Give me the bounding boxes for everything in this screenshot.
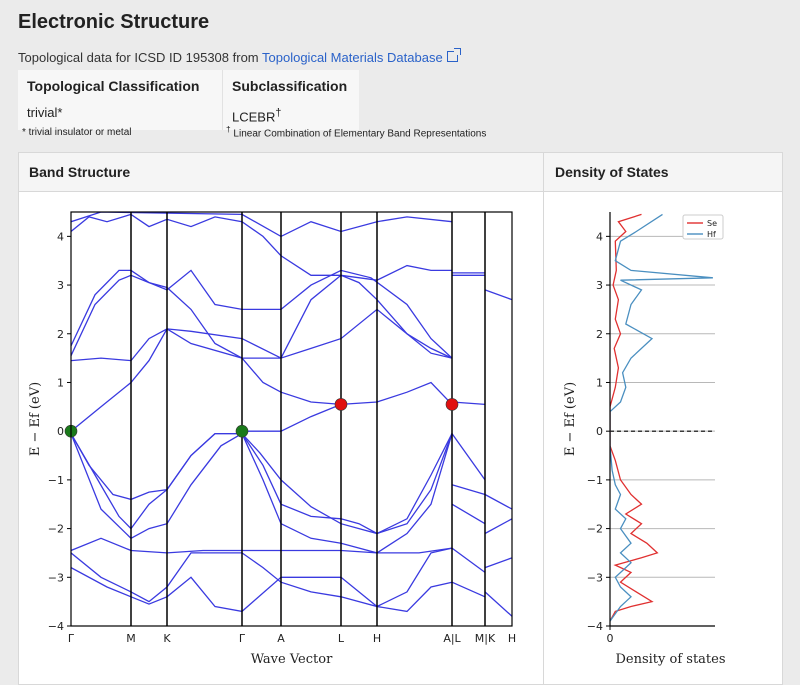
dos-y-tick-label-1: −3 (587, 571, 603, 584)
x-tick-label-9: H (508, 632, 516, 645)
section-title: Electronic Structure (18, 11, 210, 33)
band-line-2 (71, 432, 453, 554)
subtitle-prefix: Topological data for ICSD ID 195308 from (18, 50, 263, 65)
marker-2 (334, 398, 348, 411)
classification-header: Topological Classification (27, 78, 200, 94)
band-structure-heading: Band Structure (29, 164, 131, 180)
band-line-8 (71, 308, 453, 362)
y-tick-label-2: −2 (48, 523, 64, 536)
band-line-25 (484, 557, 512, 569)
band-line-0 (71, 432, 453, 535)
dos-y-tick-label-3: −1 (587, 474, 603, 487)
dos-y-tick-label-2: −2 (587, 523, 603, 536)
x-tick-label-5: L (338, 632, 345, 645)
band-line-12 (71, 212, 453, 238)
y-tick-label-0: −4 (48, 620, 64, 633)
classification-table: Topological Classification Subclassifica… (18, 70, 359, 130)
band-line-3 (71, 537, 453, 554)
band-line-21 (484, 289, 512, 301)
band-line-17 (451, 484, 486, 496)
x-tick-label-1: M (126, 632, 136, 645)
band-line-6 (71, 274, 453, 359)
band-line-20 (451, 581, 486, 598)
subclassification-value: LCEBR† (222, 102, 359, 130)
band-line-9 (71, 327, 453, 432)
panel-header: Band Structure Density of States (19, 153, 782, 192)
band-lines-group (71, 212, 512, 617)
dos-x-tick-label-0: 0 (607, 632, 614, 645)
band-ylabel: E − Ef (eV) (28, 382, 43, 456)
external-link-icon[interactable] (446, 48, 461, 62)
band-line-18 (451, 503, 486, 525)
y-tick-label-5: 1 (57, 376, 64, 389)
x-tick-label-2: K (163, 632, 171, 645)
y-tick-label-3: −1 (48, 474, 64, 487)
dos-ylabel: E − Ef (eV) (563, 382, 578, 456)
electronic-structure-panel: Band Structure Density of States Γ M K Γ A L H… (18, 152, 783, 685)
footnote-lcebr: † Linear Combination of Elementary Band … (226, 124, 487, 140)
dos-y-tick-label-0: −4 (587, 620, 603, 633)
dos-series-hf (610, 213, 713, 622)
dos-series-se (610, 213, 659, 622)
x-tick-label-6: H (373, 632, 381, 645)
band-xlabel: Wave Vector (251, 652, 333, 667)
x-tick-label-8: M|K (475, 632, 496, 645)
plots-svg: Γ M K Γ A L H A|L M|K H −4 −3 −2 −1 0 1 2 3 4 Wave Vector E … (28, 211, 726, 667)
band-line-16 (451, 433, 486, 481)
y-tick-label-6: 2 (57, 328, 64, 341)
marker-3 (445, 398, 459, 411)
legend-label-hf: Hf (707, 230, 716, 239)
dos-y-tick-label-6: 2 (596, 328, 603, 341)
database-link[interactable]: Topological Materials Database (262, 50, 443, 65)
band-line-22 (484, 493, 512, 510)
y-tick-label-1: −3 (48, 571, 64, 584)
band-line-23 (484, 518, 512, 535)
y-tick-label-4: 0 (57, 425, 64, 438)
dos-legend: Se Hf (682, 214, 724, 240)
dagger-mark: † (275, 107, 282, 119)
subclassification-header: Subclassification (222, 70, 359, 102)
panel-divider (543, 153, 544, 684)
band-axes-frame (70, 211, 513, 627)
band-line-24 (484, 591, 512, 617)
x-tick-label-4: A (277, 632, 285, 645)
x-tick-label-7: A|L (443, 632, 461, 645)
band-line-5 (71, 567, 453, 613)
band-line-1 (71, 432, 453, 535)
band-line-4 (71, 547, 453, 608)
dos-y-tick-label-5: 1 (596, 376, 603, 389)
y-tick-label-7: 3 (57, 279, 64, 292)
legend-label-se: Se (707, 219, 717, 228)
dos-y-tick-label-7: 3 (596, 279, 603, 292)
band-line-7 (71, 269, 453, 359)
dos-lines-group (610, 213, 713, 622)
y-tick-label-8: 4 (57, 230, 64, 243)
band-line-10 (242, 403, 342, 432)
footnote-trivial: * trivial insulator or metal (22, 127, 132, 138)
classification-value: trivial* (27, 105, 63, 120)
x-tick-label-3: Γ (239, 632, 246, 645)
subtitle: Topological data for ICSD ID 195308 from… (18, 48, 461, 65)
dos-heading: Density of States (555, 164, 669, 180)
dos-y-tick-label-8: 4 (596, 230, 603, 243)
marker-1 (235, 424, 249, 438)
dos-y-tick-label-4: 0 (596, 425, 603, 438)
dos-xlabel: Density of states (615, 652, 725, 667)
band-line-19 (451, 547, 486, 573)
x-tick-label-0: Γ (68, 632, 75, 645)
dos-legend-box (682, 214, 724, 240)
